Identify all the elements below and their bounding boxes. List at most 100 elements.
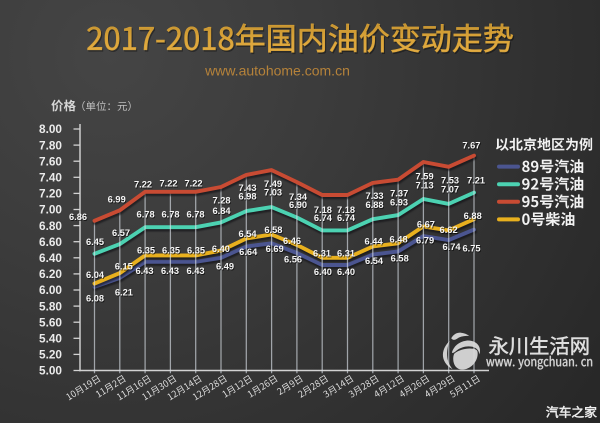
svg-text:7.20: 7.20 xyxy=(39,187,62,201)
svg-text:6.57: 6.57 xyxy=(112,228,130,238)
svg-text:7.22: 7.22 xyxy=(135,181,153,191)
svg-text:6.58: 6.58 xyxy=(265,226,283,236)
svg-text:6.40: 6.40 xyxy=(315,268,333,278)
svg-text:7.67: 7.67 xyxy=(462,140,480,150)
svg-text:6.74: 6.74 xyxy=(443,243,462,253)
svg-text:6.54: 6.54 xyxy=(239,230,258,240)
svg-text:6.88: 6.88 xyxy=(464,211,482,221)
svg-text:6.04: 6.04 xyxy=(87,271,106,281)
svg-text:7.28: 7.28 xyxy=(213,197,231,207)
svg-text:6.49: 6.49 xyxy=(217,263,235,273)
svg-text:6.44: 6.44 xyxy=(365,238,384,248)
svg-text:6.75: 6.75 xyxy=(463,245,481,255)
svg-text:7.22: 7.22 xyxy=(159,178,177,188)
svg-text:6.90: 6.90 xyxy=(289,200,307,210)
svg-text:7.34: 7.34 xyxy=(290,193,309,203)
svg-text:7.03: 7.03 xyxy=(265,189,283,199)
svg-text:6.58: 6.58 xyxy=(264,225,282,235)
svg-text:6.43: 6.43 xyxy=(162,267,180,277)
svg-text:5.20: 5.20 xyxy=(39,348,62,362)
svg-text:7.22: 7.22 xyxy=(160,179,178,189)
svg-text:6.40: 6.40 xyxy=(338,268,356,278)
svg-text:6.31: 6.31 xyxy=(314,249,332,259)
svg-text:6.43: 6.43 xyxy=(187,267,205,277)
svg-text:6.78: 6.78 xyxy=(137,210,155,220)
svg-text:6.44: 6.44 xyxy=(365,237,384,247)
svg-text:7.60: 7.60 xyxy=(39,154,62,168)
svg-text:6.99: 6.99 xyxy=(108,196,126,206)
svg-text:6.74: 6.74 xyxy=(442,242,461,252)
svg-text:6.54: 6.54 xyxy=(238,229,257,239)
svg-text:7.49: 7.49 xyxy=(265,180,283,190)
svg-text:7.49: 7.49 xyxy=(264,179,282,189)
svg-text:7.18: 7.18 xyxy=(338,206,356,216)
svg-text:5.40: 5.40 xyxy=(39,332,62,346)
svg-text:6.43: 6.43 xyxy=(135,266,153,276)
svg-text:6.67: 6.67 xyxy=(417,220,435,230)
svg-text:7.13: 7.13 xyxy=(416,181,434,191)
svg-text:6.20: 6.20 xyxy=(39,267,62,281)
svg-text:6.46: 6.46 xyxy=(284,237,302,247)
svg-text:6.54: 6.54 xyxy=(366,257,385,267)
svg-text:6.78: 6.78 xyxy=(187,210,205,220)
svg-text:7.34: 7.34 xyxy=(289,192,308,202)
svg-text:6.74: 6.74 xyxy=(315,214,334,224)
svg-text:7.67: 7.67 xyxy=(463,141,481,151)
svg-text:7.18: 7.18 xyxy=(314,205,332,215)
svg-text:6.86: 6.86 xyxy=(69,212,87,222)
svg-text:6.99: 6.99 xyxy=(108,195,126,205)
svg-text:6.40: 6.40 xyxy=(212,244,230,254)
svg-text:6.35: 6.35 xyxy=(138,247,156,257)
svg-text:6.08: 6.08 xyxy=(87,295,105,305)
svg-text:6.00: 6.00 xyxy=(39,283,62,297)
svg-text:6.46: 6.46 xyxy=(283,236,301,246)
svg-text:6.40: 6.40 xyxy=(314,267,332,277)
svg-text:6.78: 6.78 xyxy=(137,209,155,219)
svg-text:6.74: 6.74 xyxy=(338,214,357,224)
svg-text:6.43: 6.43 xyxy=(136,267,154,277)
svg-text:6.69: 6.69 xyxy=(266,244,284,254)
svg-text:6.74: 6.74 xyxy=(337,213,356,223)
svg-text:7.59: 7.59 xyxy=(416,172,434,182)
svg-text:7.28: 7.28 xyxy=(212,196,230,206)
svg-text:6.56: 6.56 xyxy=(285,256,303,266)
svg-text:7.59: 7.59 xyxy=(416,173,434,183)
svg-text:6.98: 6.98 xyxy=(238,192,256,202)
svg-text:6.93: 6.93 xyxy=(391,199,409,209)
svg-text:www.autohome.com.cn: www.autohome.com.cn xyxy=(204,63,350,79)
svg-text:7.21: 7.21 xyxy=(467,176,485,186)
svg-text:6.62: 6.62 xyxy=(440,225,458,235)
svg-text:6.31: 6.31 xyxy=(338,249,356,259)
svg-text:6.79: 6.79 xyxy=(417,237,435,247)
svg-text:6.69: 6.69 xyxy=(266,245,284,255)
svg-text:6.45: 6.45 xyxy=(86,237,104,247)
svg-text:6.58: 6.58 xyxy=(391,255,409,265)
svg-text:7.53: 7.53 xyxy=(442,177,460,187)
svg-text:6.86: 6.86 xyxy=(70,213,88,223)
svg-text:6.62: 6.62 xyxy=(440,226,458,236)
svg-text:6.48: 6.48 xyxy=(390,235,408,245)
svg-text:7.22: 7.22 xyxy=(185,179,203,189)
svg-text:6.43: 6.43 xyxy=(161,266,179,276)
svg-text:6.67: 6.67 xyxy=(418,221,436,231)
svg-text:6.80: 6.80 xyxy=(39,219,62,233)
svg-text:6.78: 6.78 xyxy=(162,210,180,220)
svg-text:6.54: 6.54 xyxy=(365,256,384,266)
svg-text:7.03: 7.03 xyxy=(264,188,282,198)
svg-text:6.40: 6.40 xyxy=(213,245,231,255)
svg-text:7.00: 7.00 xyxy=(39,203,62,217)
svg-text:6.57: 6.57 xyxy=(113,229,131,239)
svg-text:7.07: 7.07 xyxy=(442,186,460,196)
svg-text:7.43: 7.43 xyxy=(238,183,256,193)
svg-text:6.78: 6.78 xyxy=(186,209,204,219)
svg-text:6.04: 6.04 xyxy=(86,270,105,280)
svg-text:6.74: 6.74 xyxy=(314,213,333,223)
svg-text:7.22: 7.22 xyxy=(134,180,152,190)
svg-text:6.43: 6.43 xyxy=(186,266,204,276)
svg-text:6.84: 6.84 xyxy=(212,206,231,216)
svg-text:6.15: 6.15 xyxy=(116,262,134,272)
svg-text:6.40: 6.40 xyxy=(337,267,355,277)
svg-text:6.88: 6.88 xyxy=(366,201,384,211)
svg-text:6.21: 6.21 xyxy=(116,288,134,298)
svg-text:7.18: 7.18 xyxy=(337,205,355,215)
